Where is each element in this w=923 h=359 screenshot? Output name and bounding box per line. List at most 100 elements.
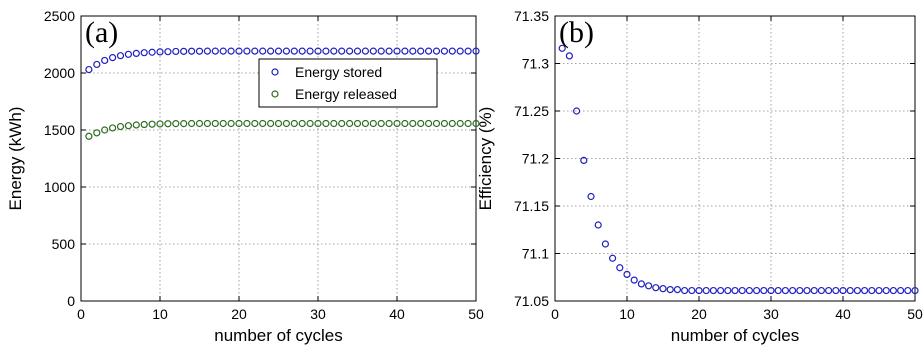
data-point: [385, 47, 393, 55]
data-point: [251, 119, 259, 128]
data-point: [774, 286, 782, 295]
y-tick-label: 500: [52, 236, 76, 252]
data-point: [393, 119, 401, 128]
data-point: [425, 119, 433, 128]
legend: Energy stored Energy released: [258, 58, 438, 108]
data-point: [148, 48, 156, 56]
data-point: [282, 47, 290, 55]
x-tick-label: 20: [691, 306, 707, 322]
data-point: [724, 286, 732, 295]
data-point: [282, 119, 290, 128]
x-tick-label: 50: [907, 306, 923, 322]
data-point: [203, 47, 211, 55]
data-point: [409, 47, 417, 55]
x-tick-label: 40: [389, 306, 405, 322]
data-point: [116, 122, 125, 131]
data-point: [108, 124, 117, 132]
y-tick-label: 71.05: [514, 293, 549, 309]
data-point: [868, 286, 876, 295]
data-point: [673, 286, 682, 294]
data-point: [860, 286, 869, 295]
data-point: [594, 221, 602, 229]
data-point: [148, 120, 156, 128]
data-point: [172, 47, 180, 56]
data-point: [314, 47, 322, 55]
data-point: [180, 120, 188, 128]
data-point: [346, 47, 354, 55]
data-point: [659, 285, 667, 293]
data-point: [385, 119, 393, 128]
data-point: [702, 286, 710, 295]
data-point: [580, 156, 588, 164]
y-tick-label: 2500: [44, 8, 75, 24]
data-point: [93, 129, 101, 137]
data-point: [251, 47, 259, 55]
legend-entry: Energy released: [295, 86, 397, 102]
data-point: [788, 286, 797, 295]
data-point: [377, 47, 385, 55]
data-point: [322, 47, 330, 55]
data-point: [731, 286, 739, 295]
panel-tag: (a): [85, 16, 118, 49]
data-point: [601, 240, 610, 248]
panel-b: 0 10 20 30 40 50 71.05 71.1 71.15 71.2 71.25 71.3 71…: [476, 8, 923, 345]
data-point: [911, 286, 919, 295]
data-point: [85, 132, 93, 140]
data-point: [417, 119, 425, 128]
data-point: [464, 47, 472, 55]
data-point: [393, 47, 401, 55]
data-point: [432, 47, 441, 55]
data-point: [839, 286, 847, 295]
data-point: [558, 44, 566, 52]
data-point: [377, 119, 385, 128]
data-point: [195, 47, 204, 55]
data-point: [472, 119, 480, 128]
data-point: [338, 47, 346, 55]
data-point: [889, 286, 898, 295]
data-point: [259, 47, 267, 55]
data-point: [616, 264, 624, 272]
y-tick-label: 71.1: [522, 246, 549, 262]
data-point: [298, 47, 306, 55]
data-point: [156, 48, 164, 56]
y-tick-label: 71.15: [514, 198, 549, 214]
data-point: [298, 119, 306, 128]
y-axis-label: Energy (kWh): [6, 107, 25, 211]
data-point: [211, 119, 219, 128]
data-point: [904, 286, 912, 295]
data-point: [369, 47, 377, 55]
data-point: [338, 119, 346, 128]
data-point: [440, 119, 448, 128]
x-tick-label: 10: [152, 306, 168, 322]
data-point: [709, 286, 718, 295]
data-point: [817, 286, 826, 295]
data-point: [219, 119, 227, 128]
data-point: [448, 47, 456, 55]
data-point: [85, 65, 93, 74]
data-point: [401, 47, 409, 55]
data-point: [180, 47, 188, 55]
data-point: [140, 49, 148, 57]
x-tick-label: 50: [468, 306, 484, 322]
data-point: [101, 56, 109, 65]
data-point: [456, 47, 464, 55]
data-point: [227, 47, 235, 55]
data-point: [235, 119, 243, 128]
data-point: [274, 119, 283, 128]
x-tick-label: 30: [310, 306, 326, 322]
x-tick-label: 0: [551, 306, 559, 322]
data-point: [274, 47, 283, 55]
data-point: [306, 119, 314, 128]
data-point: [195, 119, 204, 128]
data-point: [124, 50, 132, 58]
data-point: [314, 119, 322, 128]
data-point: [608, 254, 617, 262]
data-point: [472, 47, 480, 55]
data-point: [219, 47, 227, 55]
data-point: [853, 286, 862, 295]
data-point: [587, 192, 595, 201]
data-point: [409, 119, 417, 128]
